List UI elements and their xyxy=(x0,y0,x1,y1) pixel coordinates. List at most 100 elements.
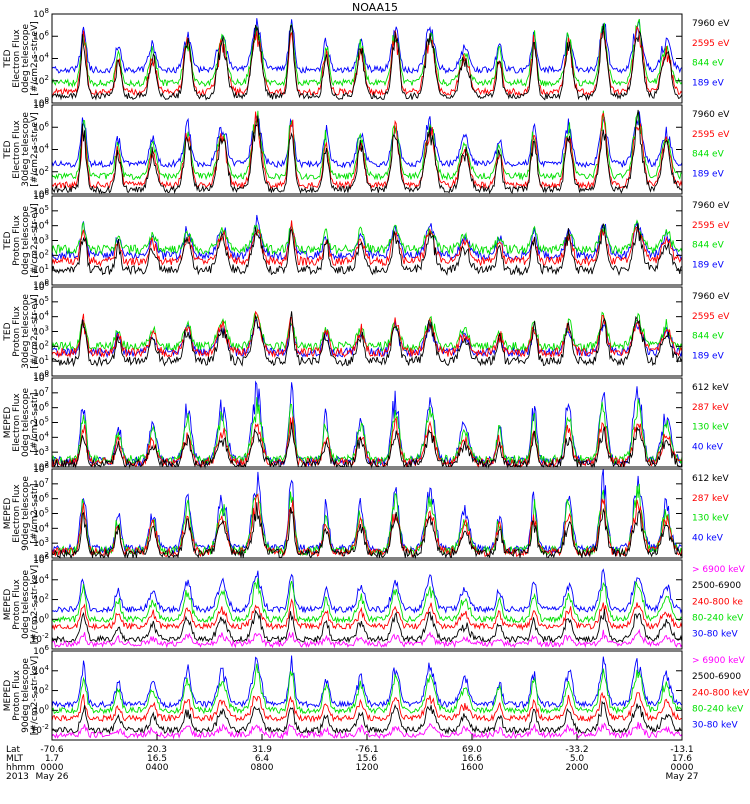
series-line-1-1 xyxy=(51,24,683,102)
y-tick-exponent: 8 xyxy=(45,7,49,15)
series-line-6-4 xyxy=(51,468,682,556)
y-tick-exponent: -2 xyxy=(42,632,49,640)
legend-entry: 2500-6900 xyxy=(692,581,741,591)
legend-entry: 80-240 keV xyxy=(692,705,744,715)
y-tick-exponent: 6 xyxy=(45,120,50,128)
y-tick-exponent: 4 xyxy=(45,143,50,151)
x-tick-label-lat: -33.2 xyxy=(565,745,588,755)
legend-entry: 80-240 keV xyxy=(692,614,744,624)
y-axis-label: MEPED xyxy=(3,498,13,530)
series-line-4-2 xyxy=(51,310,683,359)
y-tick-exponent: 2 xyxy=(45,248,49,256)
y-axis-label: Proton Flux xyxy=(12,215,22,266)
y-tick-exponent: 4 xyxy=(45,521,50,529)
y-tick-exponent: 6 xyxy=(45,644,50,652)
x-tick-label-mlt: 6.4 xyxy=(255,754,270,764)
y-axis-label: Electron Flux xyxy=(12,484,22,543)
y-tick-exponent: 3 xyxy=(45,536,49,544)
y-axis-label: 0deg telescope xyxy=(21,206,31,276)
legend-entry: 7960 eV xyxy=(692,110,730,120)
y-tick-exponent: 2 xyxy=(45,165,49,173)
series-line-2-2 xyxy=(51,111,683,190)
series-line-6-2 xyxy=(51,493,683,558)
legend-entry: 844 eV xyxy=(692,150,725,160)
y-tick-label: 106 xyxy=(33,644,49,657)
y-axis-label: 0deg telescope xyxy=(21,388,31,458)
y-tick-exponent: 6 xyxy=(45,401,50,409)
legend-entry: 7960 eV xyxy=(692,292,730,302)
y-tick-exponent: 4 xyxy=(45,52,50,60)
y-tick-exponent: 2 xyxy=(45,74,49,82)
legend-entry: 612 keV xyxy=(692,474,729,484)
legend-entry: 189 eV xyxy=(692,78,725,88)
y-axis-label: Electron Flux xyxy=(12,120,22,179)
legend-entry: 844 eV xyxy=(692,59,725,69)
series-line-8-4 xyxy=(51,663,683,715)
time-axis-row-label: hhmm xyxy=(6,763,35,773)
time-axis-row-label: 2013 xyxy=(6,772,29,782)
legend-entry: 612 keV xyxy=(692,383,729,393)
x-tick-label-hhmm: 1600 xyxy=(461,763,484,773)
legend-entry: 2500-6900 xyxy=(692,672,741,682)
y-tick-exponent: 2 xyxy=(45,460,49,468)
y-axis-label: [#/cm2-s-str-eV] xyxy=(30,203,40,278)
y-tick-exponent: 6 xyxy=(45,29,50,37)
x-tick-label-mlt: 17.6 xyxy=(672,754,692,764)
legend-entry: 2595 eV xyxy=(692,221,730,231)
series-line-8-2 xyxy=(51,700,683,735)
legend-entry: 240-800 ke xyxy=(692,597,743,607)
x-tick-label-hhmm: 0000 xyxy=(671,763,694,773)
series-line-7-3 xyxy=(51,598,683,631)
y-axis-label: [#/cm2-s-str-eV] xyxy=(30,112,40,187)
series-line-3-2 xyxy=(51,220,683,268)
y-axis-label: Electron Flux xyxy=(12,29,22,88)
series-line-3-4 xyxy=(51,214,683,262)
x-tick-label-hhmm: 0800 xyxy=(251,763,274,773)
y-tick-exponent: 2 xyxy=(45,593,49,601)
legend-entry: > 6900 keV xyxy=(692,565,746,575)
y-tick-exponent: 2 xyxy=(45,339,49,347)
x-tick-label-lat: -13.1 xyxy=(670,745,693,755)
legend-entry: 40 keV xyxy=(692,442,724,452)
y-axis-label: [#/cm2-s-str-eV] xyxy=(30,294,40,369)
y-tick-exponent: 5 xyxy=(45,416,49,424)
series-line-3-3 xyxy=(51,219,683,256)
x-tick-label-mlt: 1.7 xyxy=(45,754,59,764)
series-line-2-4 xyxy=(51,111,683,169)
legend-entry: 30-80 keV xyxy=(692,630,738,640)
legend-entry: 130 keV xyxy=(692,514,729,524)
legend-entry: 189 eV xyxy=(692,260,725,270)
y-axis-label: MEPED xyxy=(3,589,13,621)
x-tick-label-hhmm: 1200 xyxy=(356,763,379,773)
x-tick-label-hhmm: 0000 xyxy=(41,763,64,773)
series-line-1-3 xyxy=(51,18,683,88)
legend-entry: 189 eV xyxy=(692,169,725,179)
legend-entry: 287 keV xyxy=(692,494,729,504)
y-axis-label: MEPED xyxy=(3,407,13,439)
y-tick-exponent: 7 xyxy=(45,477,49,485)
legend-entry: 189 eV xyxy=(692,351,725,361)
y-axis-label: Proton Flux xyxy=(12,670,22,721)
y-axis-label: [#/cm2-s-str] xyxy=(30,392,40,452)
legend-entry: 130 keV xyxy=(692,423,729,433)
y-tick-exponent: 5 xyxy=(45,295,49,303)
y-tick-exponent: 5 xyxy=(45,204,49,212)
series-line-7-1 xyxy=(51,628,683,649)
x-tick-label-date: May 27 xyxy=(666,772,699,782)
legend-entry: 2595 eV xyxy=(692,130,730,140)
time-axis-row-label: Lat xyxy=(6,745,21,755)
legend-entry: 844 eV xyxy=(692,241,725,251)
series-line-7-4 xyxy=(51,577,683,624)
y-axis-label: [#/cm2-s-str-keV] xyxy=(30,565,40,644)
y-tick-exponent: 4 xyxy=(45,573,50,581)
y-tick-exponent: 8 xyxy=(45,371,49,379)
y-tick-exponent: 1 xyxy=(45,354,49,362)
panel-frame xyxy=(51,559,683,650)
